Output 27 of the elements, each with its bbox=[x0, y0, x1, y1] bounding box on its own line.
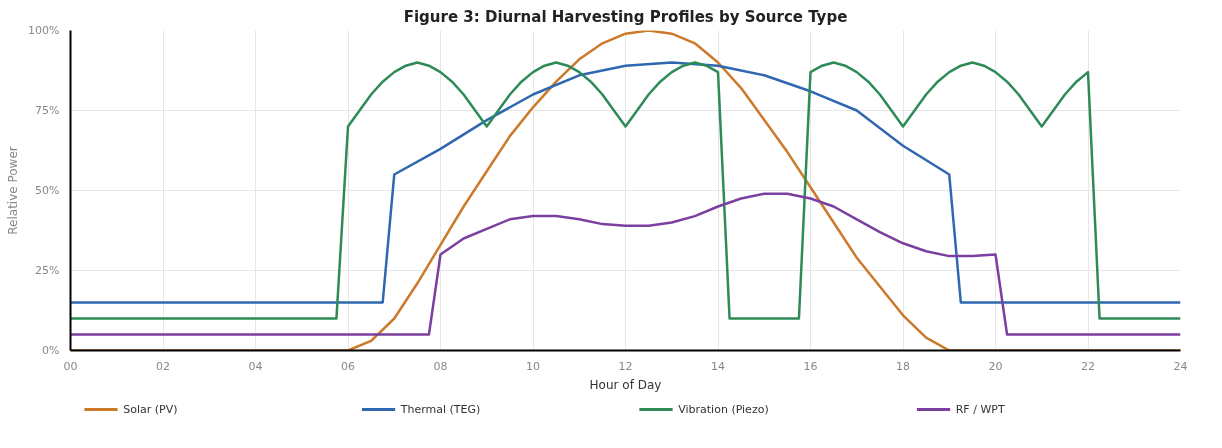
x-tick-label: 18 bbox=[896, 359, 910, 373]
y-tick-label: 75% bbox=[35, 104, 60, 117]
x-tick-label: 04 bbox=[248, 359, 263, 373]
x-tick-label: 10 bbox=[526, 359, 540, 373]
x-tick-label: 14 bbox=[711, 359, 725, 373]
x-tick-label: 00 bbox=[63, 359, 78, 373]
legend-label: RF / WPT bbox=[955, 403, 1005, 416]
chart-title: Figure 3: Diurnal Harvesting Profiles by Source Type bbox=[403, 7, 848, 26]
x-tick-label: 22 bbox=[1081, 359, 1095, 373]
line-series bbox=[70, 30, 1181, 351]
y-tick-label: 0% bbox=[42, 344, 60, 357]
y-tick-label: 100% bbox=[28, 24, 60, 37]
y-axis-title: Relative Power bbox=[6, 146, 21, 235]
x-tick-label: 02 bbox=[156, 359, 170, 373]
x-tick-label: 24 bbox=[1173, 359, 1188, 373]
x-tick-label: 20 bbox=[988, 359, 1003, 373]
legend-label: Vibration (Piezo) bbox=[678, 403, 769, 416]
line-series bbox=[70, 192, 1181, 336]
x-tick-label: 06 bbox=[341, 359, 355, 373]
x-tick-label: 12 bbox=[618, 359, 633, 373]
x-tick-label: 08 bbox=[433, 359, 448, 373]
legend-label: Thermal (TEG) bbox=[399, 403, 481, 416]
x-axis-title: Hour of Day bbox=[589, 377, 662, 392]
legend-label: Solar (PV) bbox=[123, 403, 178, 416]
x-tick-label: 16 bbox=[803, 359, 818, 373]
y-tick-label: 50% bbox=[35, 184, 60, 197]
y-tick-label: 25% bbox=[35, 264, 60, 277]
